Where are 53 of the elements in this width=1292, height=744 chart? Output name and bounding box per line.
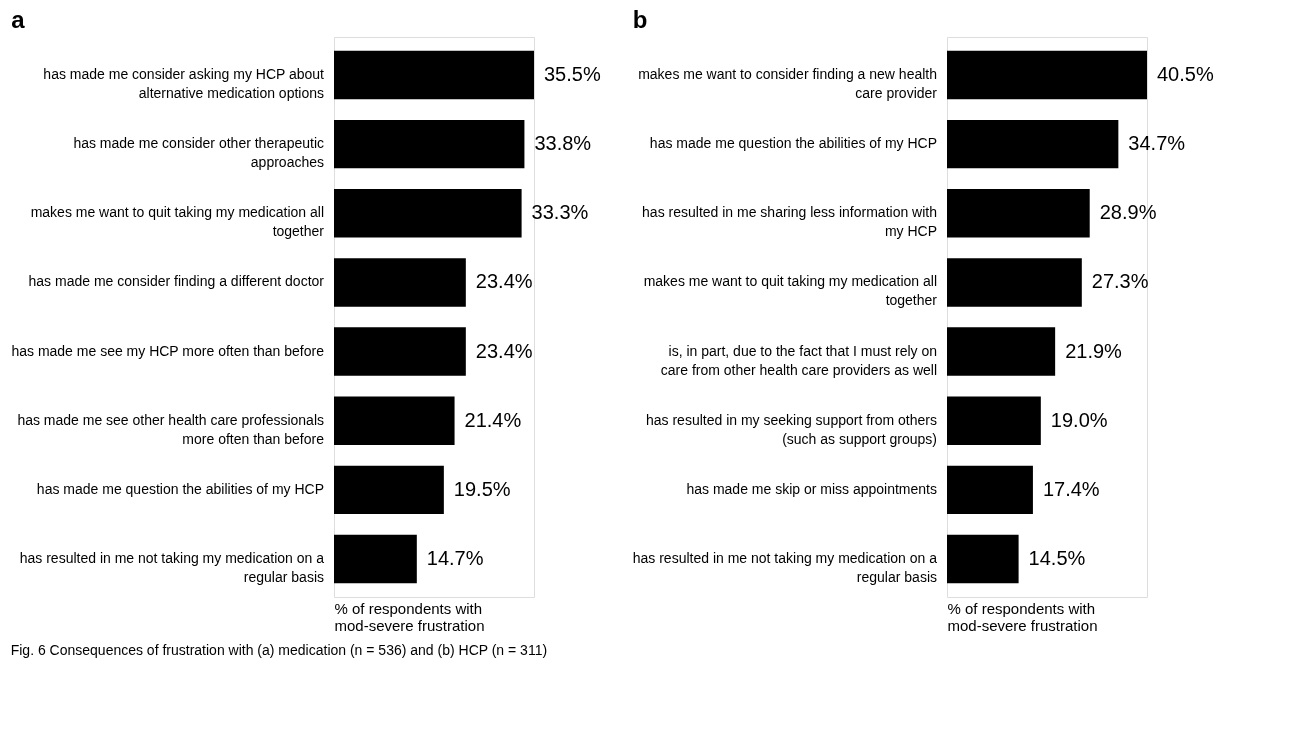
y-tick-label: has resulted in me sharing less information with my HCP: [642, 204, 937, 240]
bar: [334, 258, 466, 307]
bar: [947, 189, 1090, 238]
bar: [334, 465, 444, 515]
bar: [947, 534, 1019, 584]
data-label: 14.5%: [1028, 546, 1086, 569]
y-tick-label: has made me question the abilities of my HCP: [36, 480, 324, 497]
y-tick-label: has resulted in me not taking my medication on a regular basis: [632, 549, 938, 585]
data-label: 23.4%: [475, 270, 533, 293]
bar: [334, 50, 534, 100]
y-tick-label: has made me consider asking my HCP about alternative medication options: [43, 66, 325, 102]
data-label: 17.4%: [1042, 477, 1100, 500]
y-tick-label: makes me want to consider finding a new health care provider: [638, 66, 938, 102]
bar: [334, 189, 522, 238]
data-label: 33.8%: [534, 132, 592, 155]
data-label: 19.0%: [1050, 408, 1108, 431]
y-tick-label: has made me consider other therapeutic approaches: [73, 135, 324, 171]
data-label: 40.5%: [1157, 63, 1214, 86]
bar: [334, 396, 455, 445]
data-label: 23.4%: [475, 339, 533, 362]
y-tick-label: has resulted in my seeking support from others (such as support groups): [645, 411, 937, 447]
y-tick-label: has resulted in me not taking my medication on a regular basis: [19, 549, 325, 585]
bar: [947, 50, 1147, 100]
caption: Fig. 6 Consequences of frustration with (a) medication (n = 536) and (b) HCP (n = 311): [10, 641, 548, 658]
y-tick-label: has made me see my HCP more often than before: [11, 342, 325, 359]
bar: [947, 396, 1041, 445]
data-label: 34.7%: [1128, 132, 1186, 155]
bar: [947, 327, 1056, 376]
text: a: [11, 6, 26, 33]
bar: [947, 465, 1033, 515]
bar: [947, 258, 1082, 307]
data-label: 28.9%: [1099, 201, 1157, 224]
y-tick-label: makes me want to quit taking my medication all together: [643, 273, 938, 309]
text: b: [632, 6, 648, 33]
x-axis-title: % of respondents with mod-severe frustration: [947, 599, 1098, 634]
y-tick-label: has made me question the abilities of my HCP: [649, 135, 937, 152]
y-tick-label: is, in part, due to the fact that I must rely on care from other health care providers as well: [660, 342, 937, 378]
data-label: 27.3%: [1091, 270, 1149, 293]
bar: [334, 534, 417, 584]
y-tick-label: has made me consider finding a different doctor: [28, 273, 325, 290]
data-label: 21.9%: [1065, 339, 1123, 362]
y-tick-label: makes me want to quit taking my medication all together: [30, 204, 325, 240]
y-tick-label: has made me skip or miss appointments: [686, 480, 937, 497]
bar: [334, 327, 466, 376]
y-tick-label: has made me see other health care professionals more often than before: [17, 411, 325, 447]
x-axis-title: % of respondents with mod-severe frustration: [334, 599, 485, 634]
data-label: 21.4%: [464, 408, 522, 431]
bar: [334, 119, 525, 169]
data-label: 19.5%: [453, 477, 511, 500]
bar: [947, 119, 1119, 169]
data-label: 14.7%: [426, 546, 484, 569]
data-label: 33.3%: [531, 201, 589, 224]
data-label: 35.5%: [544, 63, 601, 86]
